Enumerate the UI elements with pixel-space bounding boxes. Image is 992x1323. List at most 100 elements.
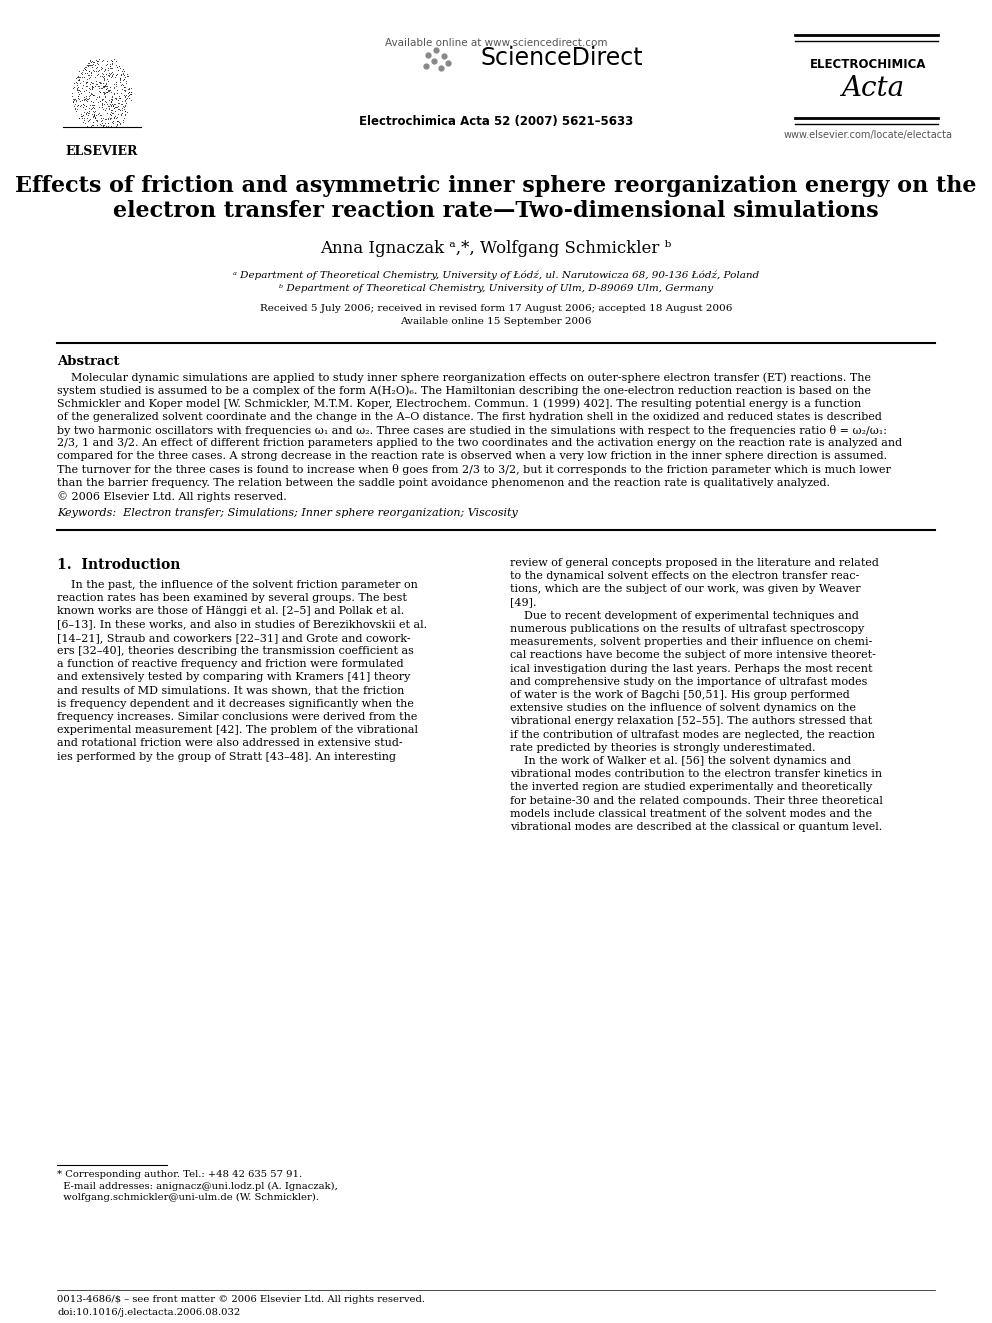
Point	[78, 71, 94, 93]
Point	[78, 75, 94, 97]
Point	[104, 50, 120, 71]
Point	[81, 66, 97, 87]
Text: Available online at www.sciencedirect.com: Available online at www.sciencedirect.co…	[385, 38, 607, 48]
Point	[113, 64, 129, 85]
Point	[97, 108, 113, 130]
Point	[123, 77, 139, 98]
Point	[96, 65, 112, 86]
Point	[104, 53, 120, 74]
Point	[83, 98, 99, 119]
Text: The turnover for the three cases is found to increase when θ goes from 2/3 to 3/: The turnover for the three cases is foun…	[57, 464, 891, 475]
Point	[82, 85, 98, 106]
Point	[73, 94, 89, 115]
Point	[112, 87, 128, 108]
Point	[110, 103, 126, 124]
Point	[95, 107, 111, 128]
Point	[107, 94, 123, 115]
Point	[101, 98, 117, 119]
Point	[104, 86, 120, 107]
Point	[96, 77, 112, 98]
Point	[116, 98, 132, 119]
Point	[104, 64, 120, 85]
Point	[99, 50, 115, 71]
Point	[110, 93, 126, 114]
Point	[89, 110, 105, 131]
Point	[109, 56, 125, 77]
Point	[89, 91, 105, 112]
Point	[83, 54, 99, 75]
Point	[105, 95, 121, 116]
Point	[104, 53, 120, 74]
Text: * Corresponding author. Tel.: +48 42 635 57 91.: * Corresponding author. Tel.: +48 42 635…	[57, 1170, 303, 1179]
Point	[106, 49, 122, 70]
Point	[75, 60, 91, 81]
Point	[65, 89, 81, 110]
Point	[94, 93, 110, 114]
Point	[84, 103, 100, 124]
Text: vibrational modes are described at the classical or quantum level.: vibrational modes are described at the c…	[510, 822, 882, 832]
Point	[89, 52, 105, 73]
Point	[81, 54, 97, 75]
Point	[108, 87, 124, 108]
Point	[89, 50, 105, 71]
Point	[116, 69, 132, 90]
Point	[87, 89, 103, 110]
Point	[118, 89, 134, 110]
Point	[94, 89, 110, 110]
Point	[79, 105, 95, 126]
Point	[97, 64, 113, 85]
Point	[96, 81, 112, 102]
Text: numerous publications on the results of ultrafast spectroscopy: numerous publications on the results of …	[510, 624, 864, 634]
Point	[65, 90, 81, 111]
Point	[118, 85, 134, 106]
Point	[113, 82, 129, 103]
Point	[100, 70, 116, 91]
Text: measurements, solvent properties and their influence on chemi-: measurements, solvent properties and the…	[510, 638, 872, 647]
Point	[98, 81, 114, 102]
Point	[121, 85, 137, 106]
Text: [6–13]. In these works, and also in studies of Berezikhovskii et al.: [6–13]. In these works, and also in stud…	[57, 619, 428, 630]
Point	[75, 93, 91, 114]
Point	[109, 114, 125, 135]
Text: www.elsevier.com/locate/electacta: www.elsevier.com/locate/electacta	[784, 130, 952, 140]
Point	[95, 69, 111, 90]
Text: Electrochimica Acta 52 (2007) 5621–5633: Electrochimica Acta 52 (2007) 5621–5633	[359, 115, 633, 128]
Point	[80, 61, 96, 82]
Point	[73, 62, 89, 83]
Point	[98, 78, 114, 99]
Point	[119, 87, 135, 108]
Point	[102, 115, 118, 136]
Point	[90, 50, 106, 71]
Point	[79, 89, 95, 110]
Point	[92, 81, 108, 102]
Point	[103, 90, 119, 111]
Text: 1.  Introduction: 1. Introduction	[57, 558, 181, 572]
Point	[114, 103, 130, 124]
Text: Acta: Acta	[841, 75, 905, 102]
Point	[94, 89, 110, 110]
Point	[103, 107, 119, 128]
Point	[74, 77, 90, 98]
Point	[102, 56, 118, 77]
Text: if the contribution of ultrafast modes are neglected, the reaction: if the contribution of ultrafast modes a…	[510, 729, 875, 740]
Point	[95, 61, 111, 82]
Point	[115, 111, 131, 132]
Point	[97, 90, 113, 111]
Point	[103, 105, 119, 126]
Point	[81, 85, 97, 106]
Point	[76, 107, 92, 128]
Point	[91, 60, 107, 81]
Point	[81, 61, 97, 82]
Text: ELECTROCHIMICA: ELECTROCHIMICA	[809, 58, 927, 71]
Point	[101, 56, 117, 77]
Point	[76, 90, 92, 111]
Point	[101, 99, 117, 120]
Point	[113, 105, 129, 126]
Text: than the barrier frequency. The relation between the saddle point avoidance phen: than the barrier frequency. The relation…	[57, 478, 830, 488]
Point	[69, 77, 85, 98]
Point	[93, 114, 109, 135]
Point	[85, 85, 101, 106]
Point	[103, 90, 119, 111]
Point	[82, 54, 98, 75]
Point	[76, 57, 92, 78]
